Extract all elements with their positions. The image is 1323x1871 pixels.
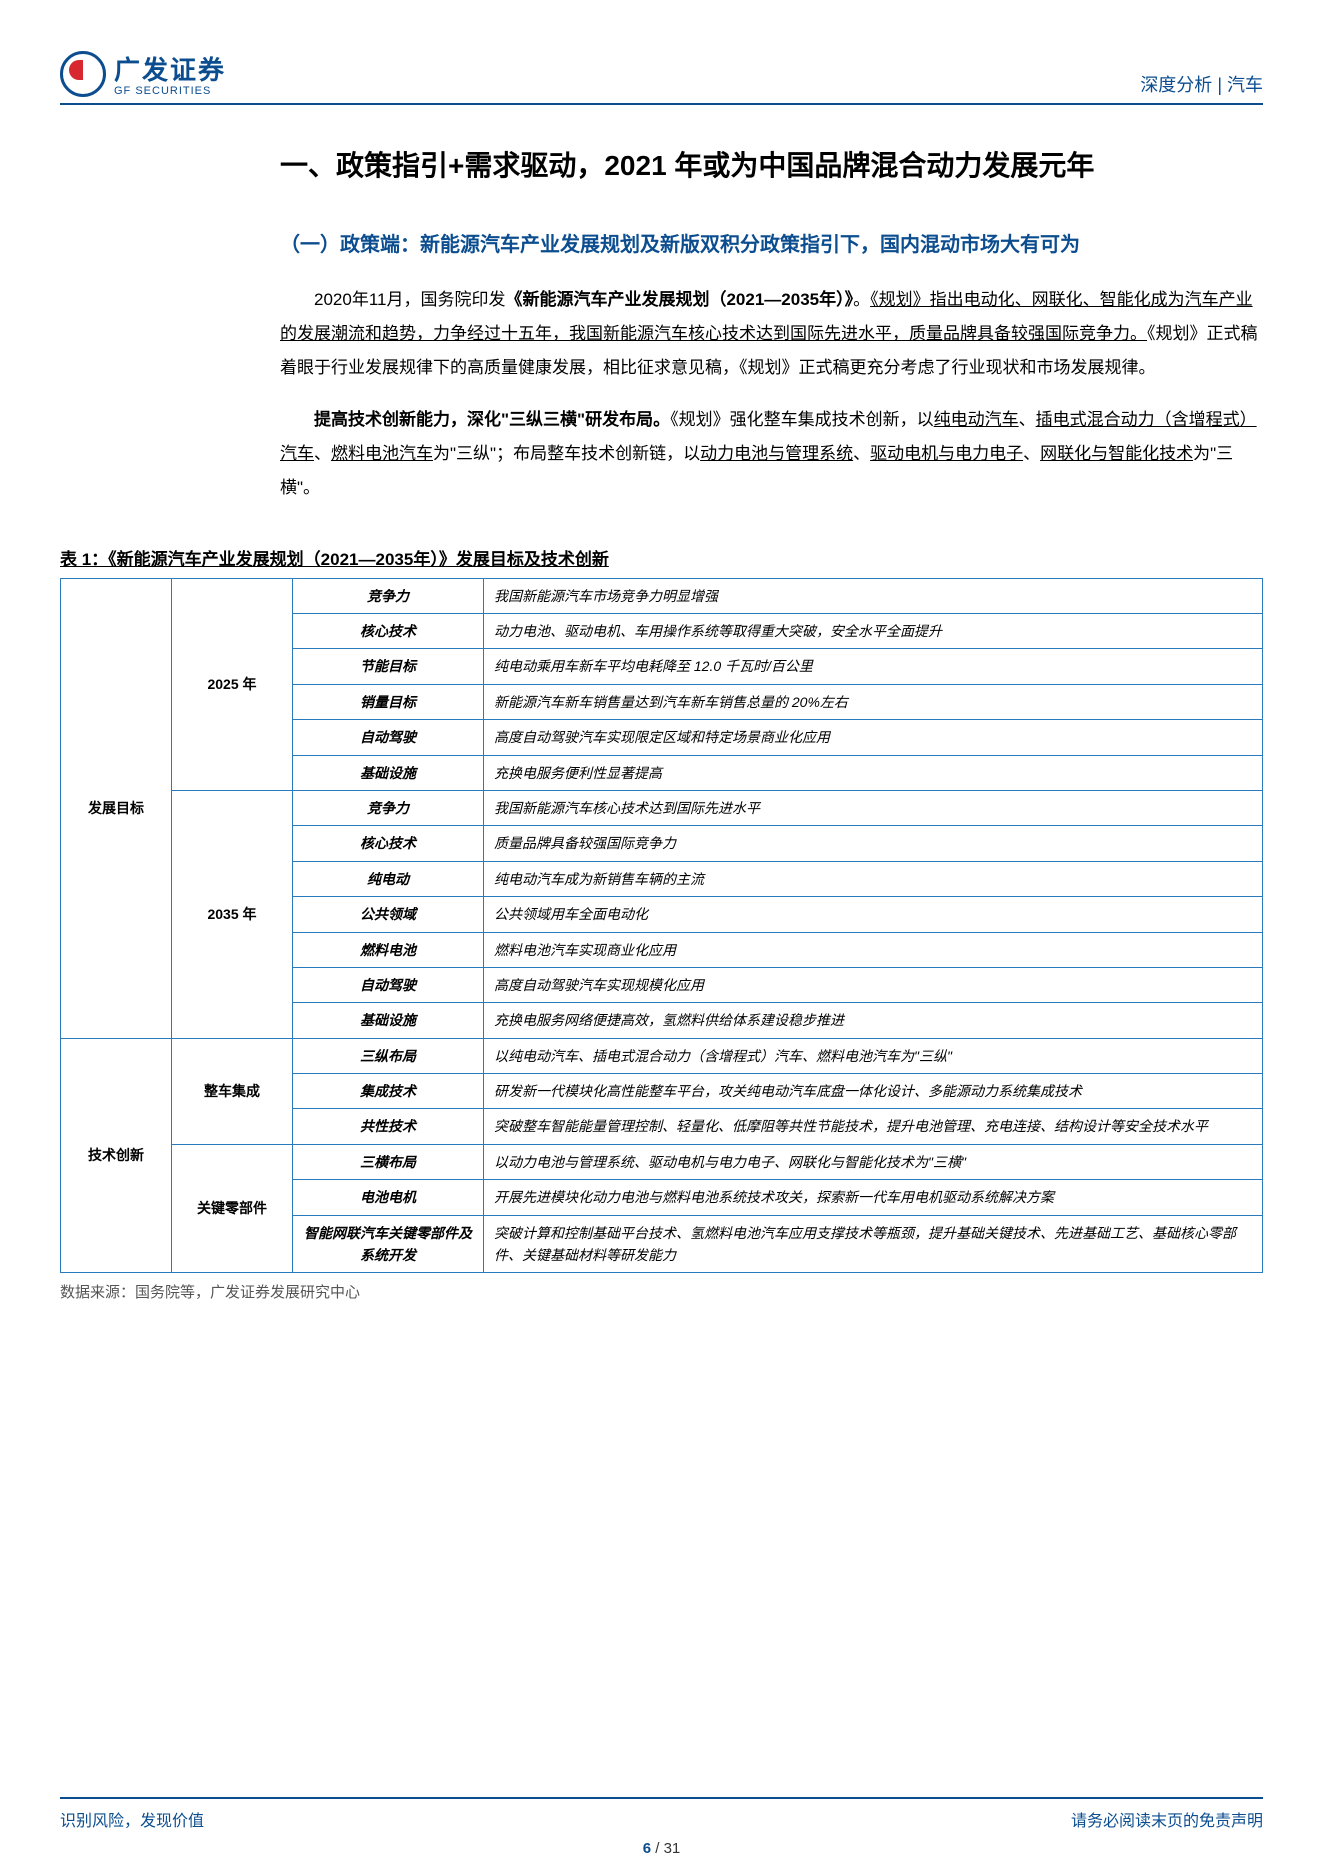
cell-key: 三横布局 (293, 1144, 484, 1179)
p2-s1: 、 (1019, 410, 1036, 429)
cell-value: 研发新一代模块化高性能整车平台，攻关纯电动汽车底盘一体化设计、多能源动力系统集成… (484, 1074, 1263, 1109)
cell-key: 竞争力 (293, 790, 484, 825)
table-row: 关键零部件三横布局以动力电池与管理系统、驱动电机与电力电子、网联化与智能化技术为… (61, 1144, 1263, 1179)
p1-lead: 2020年11月，国务院印发 (314, 290, 505, 309)
page-footer: 识别风险，发现价值 请务必阅读末页的免责声明 (60, 1797, 1263, 1831)
heading-2: （一）政策端：新能源汽车产业发展规划及新版双积分政策指引下，国内混动市场大有可为 (280, 227, 1263, 263)
p1-after: 。 (853, 290, 870, 309)
table-title: 表 1：《新能源汽车产业发展规划（2021—2035年）》发展目标及技术创新 (60, 545, 1263, 570)
p2-u5: 驱动电机与电力电子 (870, 444, 1023, 463)
cell-subcategory: 整车集成 (172, 1038, 293, 1144)
paragraph-1: 2020年11月，国务院印发《新能源汽车产业发展规划（2021—2035年）》。… (280, 283, 1263, 385)
cell-key: 竞争力 (293, 578, 484, 613)
cell-key: 三纵布局 (293, 1038, 484, 1073)
cell-value: 充换电服务便利性显著提高 (484, 755, 1263, 790)
cell-value: 新能源汽车新车销售量达到汽车新车销售总量的 20%左右 (484, 684, 1263, 719)
cell-value: 高度自动驾驶汽车实现规模化应用 (484, 967, 1263, 1002)
cell-key: 基础设施 (293, 1003, 484, 1038)
cell-key: 公共领域 (293, 897, 484, 932)
cell-key: 基础设施 (293, 755, 484, 790)
cell-key: 自动驾驶 (293, 967, 484, 1002)
main-content: 一、政策指引+需求驱动，2021 年或为中国品牌混合动力发展元年 （一）政策端：… (60, 135, 1263, 505)
cell-value: 开展先进模块化动力电池与燃料电池系统技术攻关，探索新一代车用电机驱动系统解决方案 (484, 1180, 1263, 1215)
logo-text-cn: 广发证券 (114, 55, 226, 85)
cell-value: 高度自动驾驶汽车实现限定区域和特定场景商业化应用 (484, 720, 1263, 755)
cell-key: 燃料电池 (293, 932, 484, 967)
paragraph-2: 提高技术创新能力，深化"三纵三横"研发布局。《规划》强化整车集成技术创新，以纯电… (280, 403, 1263, 505)
cell-key: 纯电动 (293, 861, 484, 896)
p2-s4: 、 (1023, 444, 1040, 463)
p2-b: 为"三纵"；布局整车技术创新链，以 (433, 444, 700, 463)
cell-value: 纯电动乘用车新车平均电耗降至 12.0 千瓦时/百公里 (484, 649, 1263, 684)
page: 广发证券 GF SECURITIES 深度分析 | 汽车 一、政策指引+需求驱动… (0, 0, 1323, 1871)
logo-text-en: GF SECURITIES (114, 85, 226, 97)
cell-key: 核心技术 (293, 826, 484, 861)
page-current: 6 (643, 1840, 651, 1857)
data-table: 发展目标2025 年竞争力我国新能源汽车市场竞争力明显增强核心技术动力电池、驱动… (60, 578, 1263, 1274)
p2-u1: 纯电动汽车 (934, 410, 1019, 429)
p2-u3: 燃料电池汽车 (331, 444, 433, 463)
p2-bold: 提高技术创新能力，深化"三纵三横"研发布局。 (314, 410, 670, 429)
logo-icon (60, 51, 106, 97)
cell-value: 纯电动汽车成为新销售车辆的主流 (484, 861, 1263, 896)
table-row: 发展目标2025 年竞争力我国新能源汽车市场竞争力明显增强 (61, 578, 1263, 613)
cell-value: 突破整车智能能量管理控制、轻量化、低摩阻等共性节能技术，提升电池管理、充电连接、… (484, 1109, 1263, 1144)
cell-key: 集成技术 (293, 1074, 484, 1109)
p2-s2: 、 (314, 444, 331, 463)
cell-category: 技术创新 (61, 1038, 172, 1273)
table-row: 2035 年竞争力我国新能源汽车核心技术达到国际先进水平 (61, 790, 1263, 825)
cell-value: 以动力电池与管理系统、驱动电机与电力电子、网联化与智能化技术为"三横" (484, 1144, 1263, 1179)
cell-key: 电池电机 (293, 1180, 484, 1215)
cell-value: 以纯电动汽车、插电式混合动力（含增程式）汽车、燃料电池汽车为"三纵" (484, 1038, 1263, 1073)
cell-value: 质量品牌具备较强国际竞争力 (484, 826, 1263, 861)
p2-u6: 网联化与智能化技术 (1040, 444, 1193, 463)
cell-key: 共性技术 (293, 1109, 484, 1144)
footer-left: 识别风险，发现价值 (60, 1807, 204, 1831)
cell-subcategory: 关键零部件 (172, 1144, 293, 1273)
cell-value: 燃料电池汽车实现商业化应用 (484, 932, 1263, 967)
cell-category: 发展目标 (61, 578, 172, 1038)
logo: 广发证券 GF SECURITIES (60, 50, 226, 97)
heading-1: 一、政策指引+需求驱动，2021 年或为中国品牌混合动力发展元年 (280, 135, 1263, 197)
header-category: 深度分析 | 汽车 (1140, 71, 1263, 97)
page-number: 6 / 31 (0, 1840, 1323, 1857)
cell-value: 我国新能源汽车核心技术达到国际先进水平 (484, 790, 1263, 825)
p1-bold: 《新能源汽车产业发展规划（2021—2035年）》 (505, 290, 853, 309)
table-row: 技术创新整车集成三纵布局以纯电动汽车、插电式混合动力（含增程式）汽车、燃料电池汽… (61, 1038, 1263, 1073)
cell-key: 节能目标 (293, 649, 484, 684)
p2-a: 《规划》强化整车集成技术创新，以 (670, 410, 934, 429)
cell-value: 公共领域用车全面电动化 (484, 897, 1263, 932)
page-header: 广发证券 GF SECURITIES 深度分析 | 汽车 (60, 50, 1263, 105)
cell-key: 销量目标 (293, 684, 484, 719)
cell-key: 智能网联汽车关键零部件及系统开发 (293, 1215, 484, 1273)
cell-key: 核心技术 (293, 613, 484, 648)
p2-s3: 、 (853, 444, 870, 463)
cell-value: 充换电服务网络便捷高效，氢燃料供给体系建设稳步推进 (484, 1003, 1263, 1038)
cell-value: 我国新能源汽车市场竞争力明显增强 (484, 578, 1263, 613)
cell-value: 突破计算和控制基础平台技术、氢燃料电池汽车应用支撑技术等瓶颈，提升基础关键技术、… (484, 1215, 1263, 1273)
cell-subcategory: 2035 年 (172, 790, 293, 1038)
p2-u4: 动力电池与管理系统 (700, 444, 853, 463)
cell-subcategory: 2025 年 (172, 578, 293, 790)
table-source: 数据来源：国务院等，广发证券发展研究中心 (60, 1281, 1263, 1302)
cell-key: 自动驾驶 (293, 720, 484, 755)
cell-value: 动力电池、驱动电机、车用操作系统等取得重大突破，安全水平全面提升 (484, 613, 1263, 648)
footer-right: 请务必阅读末页的免责声明 (1071, 1807, 1263, 1831)
page-total: / 31 (655, 1840, 680, 1857)
